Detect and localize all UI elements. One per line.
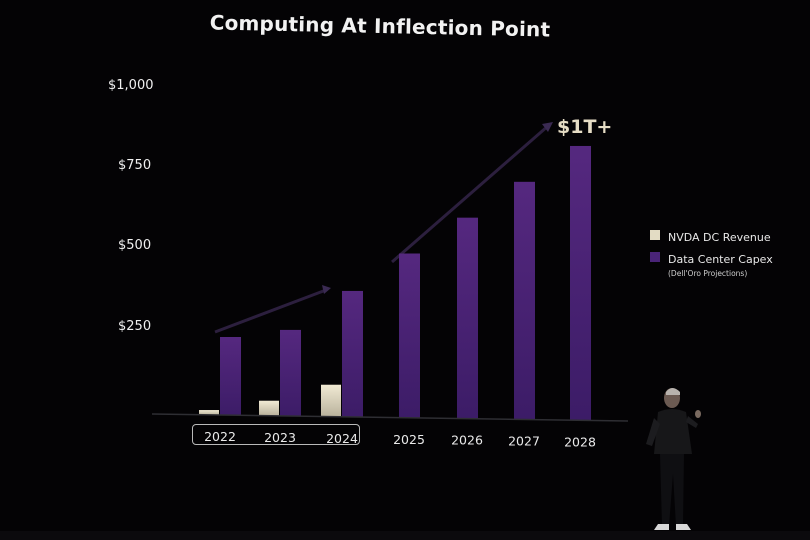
trend-arrows [214, 122, 553, 334]
bar-capex-2027 [514, 181, 535, 420]
historical-years-bracket [192, 424, 360, 445]
legend-label-revenue: NVDA DC Revenue [668, 231, 771, 244]
legend-swatch-revenue [650, 230, 660, 240]
x-tick-label-2023: 2023 [264, 430, 296, 445]
trillion-annotation: $1T+ [557, 116, 613, 138]
x-tick-label-2027: 2027 [508, 433, 540, 448]
bar-revenue-2022 [199, 410, 219, 415]
x-tick-label-2024: 2024 [326, 431, 358, 446]
trend-arrowhead-history [322, 285, 331, 294]
x-tick-label-2025: 2025 [393, 432, 425, 447]
x-tick-label-2028: 2028 [564, 434, 596, 449]
x-tick-label-2022: 2022 [204, 429, 236, 444]
y-tick-label-750: $750 [118, 158, 152, 173]
bar-capex-2025 [399, 253, 420, 418]
y-tick-label-500: $500 [118, 238, 152, 253]
bar-revenue-2023 [259, 400, 279, 416]
x-axis-line [151, 413, 629, 422]
trend-arrowhead-projection [542, 122, 553, 132]
bar-revenue-2024 [321, 384, 341, 417]
bar-capex-2024 [342, 290, 363, 417]
bar-capex-2026 [457, 217, 478, 419]
legend-swatch-capex [650, 252, 660, 262]
y-tick-label-250: $250 [118, 319, 152, 334]
trend-arrow-history [214, 288, 327, 334]
y-tick-label-1000: $1,000 [108, 78, 154, 93]
legend-label-capex: Data Center Capex [668, 253, 773, 266]
stage-floor [0, 531, 810, 540]
presenter-figure [646, 388, 701, 530]
bar-capex-2022 [220, 336, 241, 416]
bar-capex-2023 [280, 329, 301, 417]
bar-capex-2028 [570, 145, 591, 421]
x-tick-label-2026: 2026 [451, 433, 483, 448]
legend-capex-note: (Dell'Oro Projections) [668, 269, 748, 278]
trend-arrow-projection [391, 124, 549, 264]
